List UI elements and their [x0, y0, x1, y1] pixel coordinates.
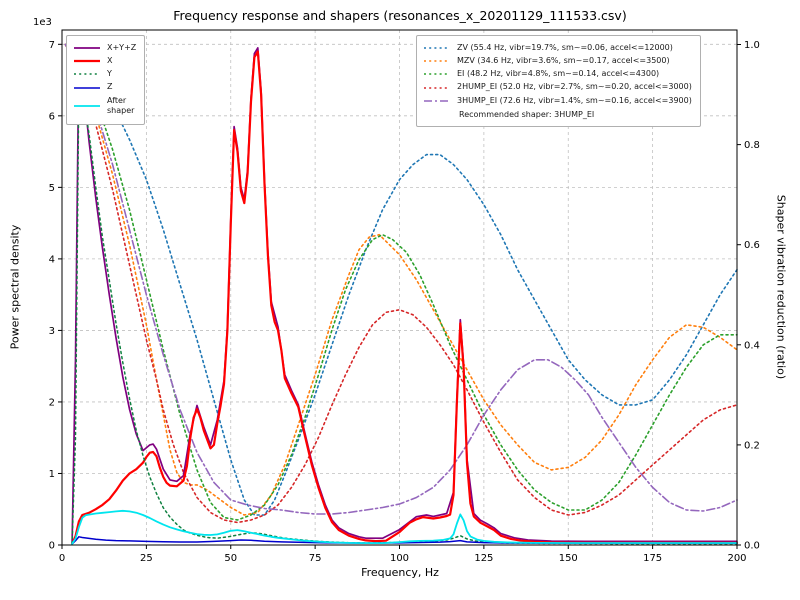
legend-item-label: 3HUMP_EI (72.6 Hz, vibr=1.4%, sm~=0.16, … [457, 95, 692, 105]
x-tick-label: 50 [224, 553, 237, 564]
legend-item: After shaper [73, 96, 136, 118]
y-right-tick-label: 0.2 [744, 440, 760, 451]
legend-item-label: X+Y+Z [107, 42, 137, 52]
legend-item: EI (48.2 Hz, vibr=4.8%, sm~=0.14, accel<… [423, 69, 692, 80]
legend-item: Y [73, 69, 136, 80]
y-left-tick-label: 2 [49, 397, 55, 408]
x-tick-label: 150 [559, 553, 578, 564]
legend-item: ZV (55.4 Hz, vibr=19.7%, sm~=0.06, accel… [423, 43, 692, 54]
y-axis-label-left: Power spectral density [8, 224, 22, 350]
x-axis-label: Frequency, Hz [361, 566, 439, 579]
legend-item-label: 2HUMP_EI (52.0 Hz, vibr=2.7%, sm~=0.20, … [457, 82, 692, 92]
legend-line-sample [424, 86, 450, 89]
legend-item-label: ZV (55.4 Hz, vibr=19.7%, sm~=0.06, accel… [457, 42, 673, 52]
legend-item: 3HUMP_EI (72.6 Hz, vibr=1.4%, sm~=0.16, … [423, 96, 692, 107]
y-axis-label-right: Shaper vibration reduction (ratio) [774, 194, 788, 380]
y-left-tick-label: 3 [49, 326, 55, 337]
legend-line-sample [424, 60, 450, 62]
x-tick-label: 125 [474, 553, 493, 564]
legend-item: X+Y+Z [73, 43, 136, 54]
legend-psd: X+Y+Z X Y Z After shaper [66, 35, 146, 125]
y-right-tick-label: 0.8 [744, 140, 760, 151]
x-tick-label: 75 [309, 553, 322, 564]
series-Y [71, 79, 738, 545]
chart-title: Frequency response and shapers (resonanc… [173, 8, 627, 23]
y-left-tick-label: 0 [49, 541, 55, 552]
series-After shaper [71, 509, 738, 545]
y-right-tick-label: 0.6 [744, 240, 760, 251]
legend-item: X [73, 56, 136, 67]
y-left-tick-label: 5 [49, 183, 55, 194]
series-Z [71, 536, 738, 545]
x-tick-label: 175 [643, 553, 662, 564]
legend-item-label: Y [107, 69, 112, 79]
legend-item: 2HUMP_EI (52.0 Hz, vibr=2.7%, sm~=0.20, … [423, 82, 692, 93]
y-axis-offset-text: 1e3 [33, 17, 52, 28]
recommended-shaper-note: Recommended shaper: 3HUMP_EI [459, 110, 595, 120]
series-2HUMP_EI [64, 43, 738, 524]
x-tick-label: 25 [140, 553, 153, 564]
legend-line-sample [74, 73, 100, 76]
y-left-tick-label: 1 [49, 469, 55, 480]
legend-shapers: ZV (55.4 Hz, vibr=19.7%, sm~=0.06, accel… [416, 35, 701, 128]
y-right-tick-label: 0.0 [744, 541, 760, 552]
legend-item-label: EI (48.2 Hz, vibr=4.8%, sm~=0.14, accel<… [457, 69, 660, 79]
y-right-tick-label: 1.0 [744, 40, 760, 51]
y-right-tick-label: 0.4 [744, 340, 760, 351]
legend-line-sample [424, 47, 450, 49]
series-EI [64, 43, 738, 521]
y-left-tick-label: 6 [49, 111, 55, 122]
series-X [71, 50, 739, 545]
legend-line-sample [74, 105, 100, 108]
legend-line-sample [74, 87, 100, 89]
legend-item: MZV (34.6 Hz, vibr=3.6%, sm~=0.17, accel… [423, 56, 692, 67]
legend-line-sample [74, 60, 100, 63]
x-tick-label: 100 [390, 553, 409, 564]
legend-line-sample [424, 100, 450, 102]
legend-item-label: MZV (34.6 Hz, vibr=3.6%, sm~=0.17, accel… [457, 55, 670, 65]
y-left-tick-label: 4 [49, 254, 55, 265]
legend-item-label: X [107, 55, 113, 65]
x-tick-label: 0 [59, 553, 65, 564]
x-tick-label: 200 [727, 553, 746, 564]
legend-item-label: After shaper [107, 95, 135, 116]
legend-line-sample [74, 47, 100, 49]
series-3HUMP_EI [64, 43, 738, 515]
legend-item: Z [73, 82, 136, 93]
y-left-tick-label: 7 [49, 40, 55, 51]
series-MZV [64, 43, 738, 516]
series-ZV [64, 43, 738, 516]
legend-item-label: Z [107, 82, 113, 92]
legend-line-sample [424, 73, 450, 76]
